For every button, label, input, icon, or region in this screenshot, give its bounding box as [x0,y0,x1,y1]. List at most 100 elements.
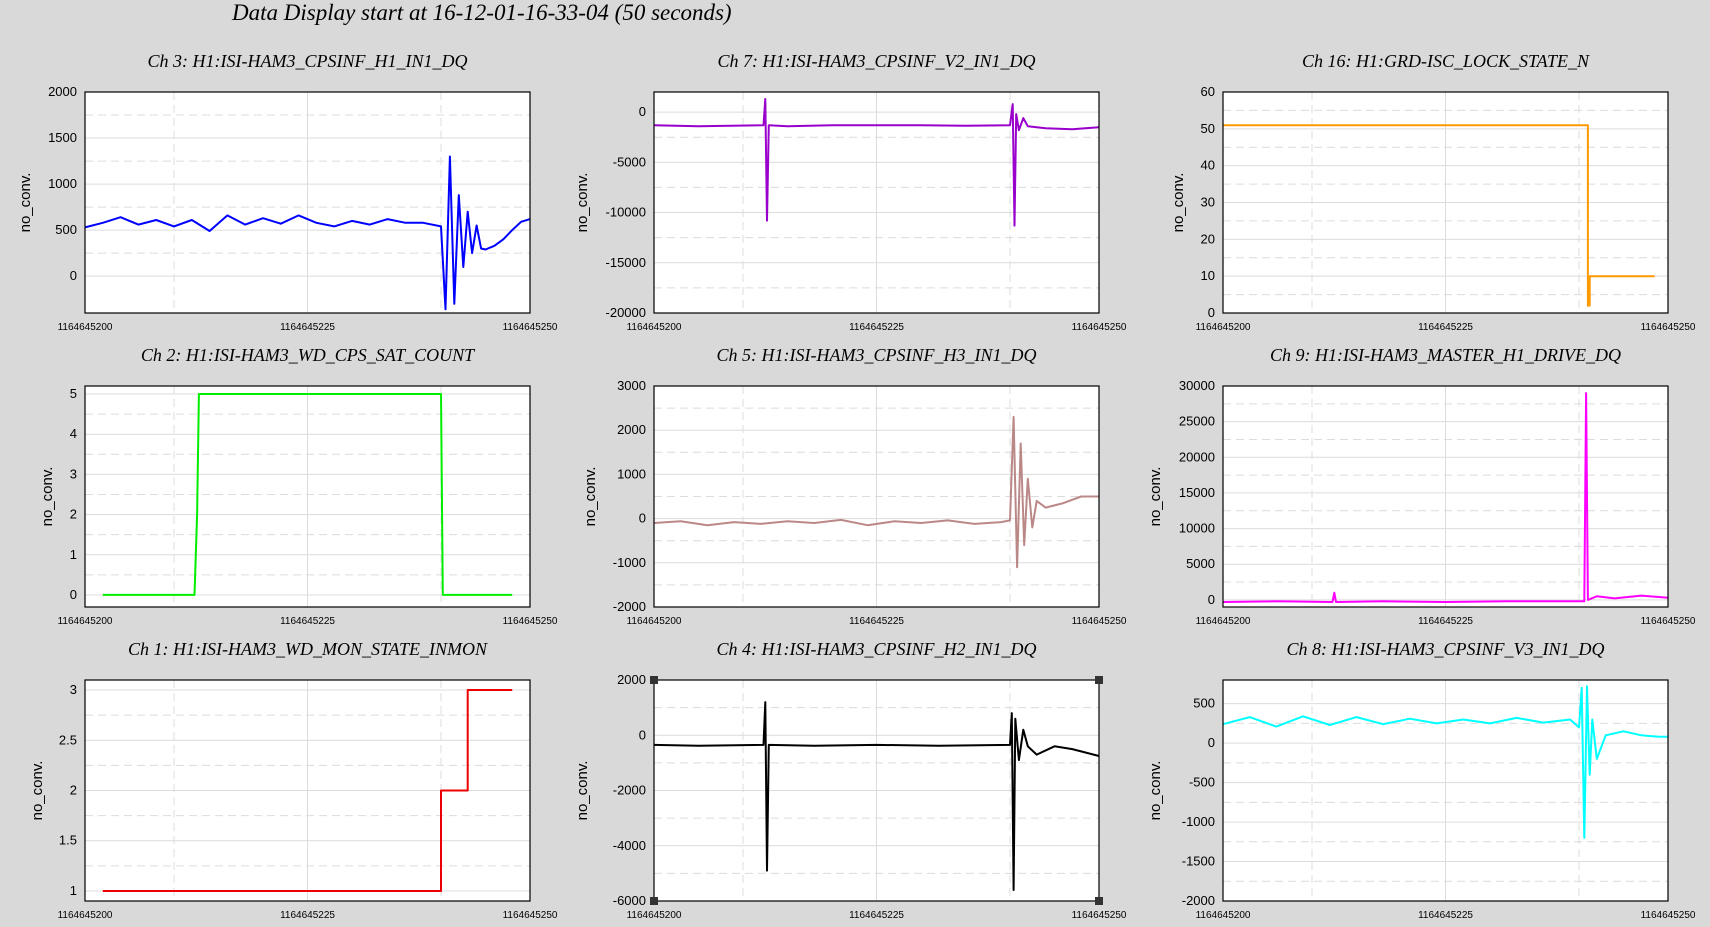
x-tick-label: 1164645250 [503,322,558,333]
y-axis-label: no_conv. [582,467,599,527]
plot-frame [1222,385,1669,608]
y-axis-label: no_conv. [17,173,34,233]
y-tick-label: 0 [639,104,646,119]
y-axis-label: no_conv. [574,761,591,821]
chart-panel-8: Ch 4: H1:ISI-HAM3_CPSINF_H2_IN1_DQ 2000 0 -… [574,639,1127,921]
y-tick-label: 4 [70,426,77,441]
series-line [653,701,1100,891]
plot-frame [84,91,531,314]
y-tick-label: 5000 [1186,556,1215,571]
y-axis-label: no_conv. [29,761,46,821]
y-tick-label: 10 [1201,268,1215,283]
y-tick-label: 2 [70,783,77,798]
y-tick-label: 3 [70,466,77,481]
panel-title: Ch 1: H1:ISI-HAM3_WD_MON_STATE_INMON [128,639,488,659]
y-tick-label: 60 [1201,84,1215,99]
panel-title: Ch 16: H1:GRD-ISC_LOCK_STATE_N [1302,51,1590,71]
y-tick-label: 1500 [48,130,77,145]
y-tick-label: -4000 [613,838,646,853]
x-tick-label: 1164645200 [58,322,113,333]
x-tick-label: 1164645250 [503,616,558,627]
panel-title: Ch 3: H1:ISI-HAM3_CPSINF_H1_IN1_DQ [148,51,468,71]
y-tick-label: 0 [639,511,646,526]
y-axis-label: no_conv. [39,467,56,527]
series-line [84,155,531,311]
selection-handles [650,676,1103,905]
resize-handle [650,897,658,905]
x-tick-label: 1164645250 [1641,322,1696,333]
y-tick-label: 500 [55,222,77,237]
y-tick-label: 3000 [617,378,646,393]
y-tick-label: 30 [1201,195,1215,210]
series-line [102,393,513,596]
y-tick-label: 2 [70,507,77,522]
y-tick-label: 0 [639,727,646,742]
series-line [1223,124,1655,307]
y-tick-label: -15000 [606,255,646,270]
y-tick-label: 1 [70,547,77,562]
y-tick-label: 1.5 [59,833,77,848]
x-tick-label: 1164645225 [1418,322,1473,333]
x-tick-label: 1164645250 [1072,910,1127,921]
y-tick-label: 0 [1208,592,1215,607]
x-tick-label: 1164645200 [627,910,682,921]
series-line [1222,392,1669,603]
y-tick-label: -10000 [606,205,646,220]
y-tick-label: -6000 [613,893,646,908]
y-tick-label: 0 [70,268,77,283]
y-tick-label: -2000 [613,783,646,798]
x-tick-label: 1164645250 [503,910,558,921]
x-tick-label: 1164645200 [58,616,113,627]
y-tick-label: 0 [70,587,77,602]
y-tick-label: -2000 [1182,893,1215,908]
y-tick-label: -1000 [1182,814,1215,829]
x-tick-label: 1164645225 [849,616,904,627]
y-tick-label: 15000 [1179,485,1215,500]
chart-panel-4: Ch 2: H1:ISI-HAM3_WD_CPS_SAT_COUNT 0 1 2 3 4 5… [39,345,558,627]
x-tick-label: 1164645225 [280,322,335,333]
chart-panel-9: Ch 8: H1:ISI-HAM3_CPSINF_V3_IN1_DQ 500 0 -5… [1147,639,1696,921]
y-axis-label: no_conv. [1147,467,1164,527]
y-tick-label: -5000 [613,154,646,169]
panel-title: Ch 4: H1:ISI-HAM3_CPSINF_H2_IN1_DQ [717,639,1037,659]
x-tick-label: 1164645250 [1072,616,1127,627]
series-line [102,689,513,892]
y-tick-label: 30000 [1179,378,1215,393]
panel-title: Ch 9: H1:ISI-HAM3_MASTER_H1_DRIVE_DQ [1270,345,1621,365]
y-tick-label: 3 [70,682,77,697]
y-tick-label: -1000 [613,555,646,570]
series-line [653,415,1099,569]
chart-panel-7: Ch 1: H1:ISI-HAM3_WD_MON_STATE_INMON 1 1.5… [29,639,558,921]
y-axis-label: no_conv. [1147,761,1164,821]
x-tick-label: 1164645225 [280,910,335,921]
x-tick-label: 1164645225 [280,616,335,627]
resize-handle [1095,897,1103,905]
x-tick-label: 1164645225 [849,322,904,333]
x-tick-label: 1164645250 [1641,910,1696,921]
panel-title: Ch 8: H1:ISI-HAM3_CPSINF_V3_IN1_DQ [1287,639,1605,659]
y-tick-label: 0 [1208,735,1215,750]
x-tick-label: 1164645200 [1196,616,1251,627]
plot-frame [84,679,531,902]
chart-panel-6: Ch 9: H1:ISI-HAM3_MASTER_H1_DRIVE_DQ 0 500… [1147,345,1696,627]
x-tick-label: 1164645200 [1196,910,1251,921]
y-tick-label: -500 [1189,775,1215,790]
panel-title: Ch 7: H1:ISI-HAM3_CPSINF_V2_IN1_DQ [718,51,1036,71]
y-tick-label: 10000 [1179,521,1215,536]
panel-title: Ch 5: H1:ISI-HAM3_CPSINF_H3_IN1_DQ [717,345,1037,365]
resize-handle [650,676,658,684]
series-line [653,98,1100,227]
y-axis-label: no_conv. [574,173,591,233]
chart-panel-1: Ch 3: H1:ISI-HAM3_CPSINF_H1_IN1_DQ 0 500 10… [17,51,558,333]
y-tick-label: 0 [1208,305,1215,320]
plot-frame [84,385,531,608]
y-tick-label: 2.5 [59,732,77,747]
y-tick-label: 50 [1201,121,1215,136]
x-tick-label: 1164645250 [1641,616,1696,627]
y-tick-label: 40 [1201,158,1215,173]
page-title: Data Display start at 16-12-01-16-33-04 … [232,0,732,25]
series-line [1222,685,1668,839]
resize-handle [1095,676,1103,684]
plot-frame [653,385,1100,608]
